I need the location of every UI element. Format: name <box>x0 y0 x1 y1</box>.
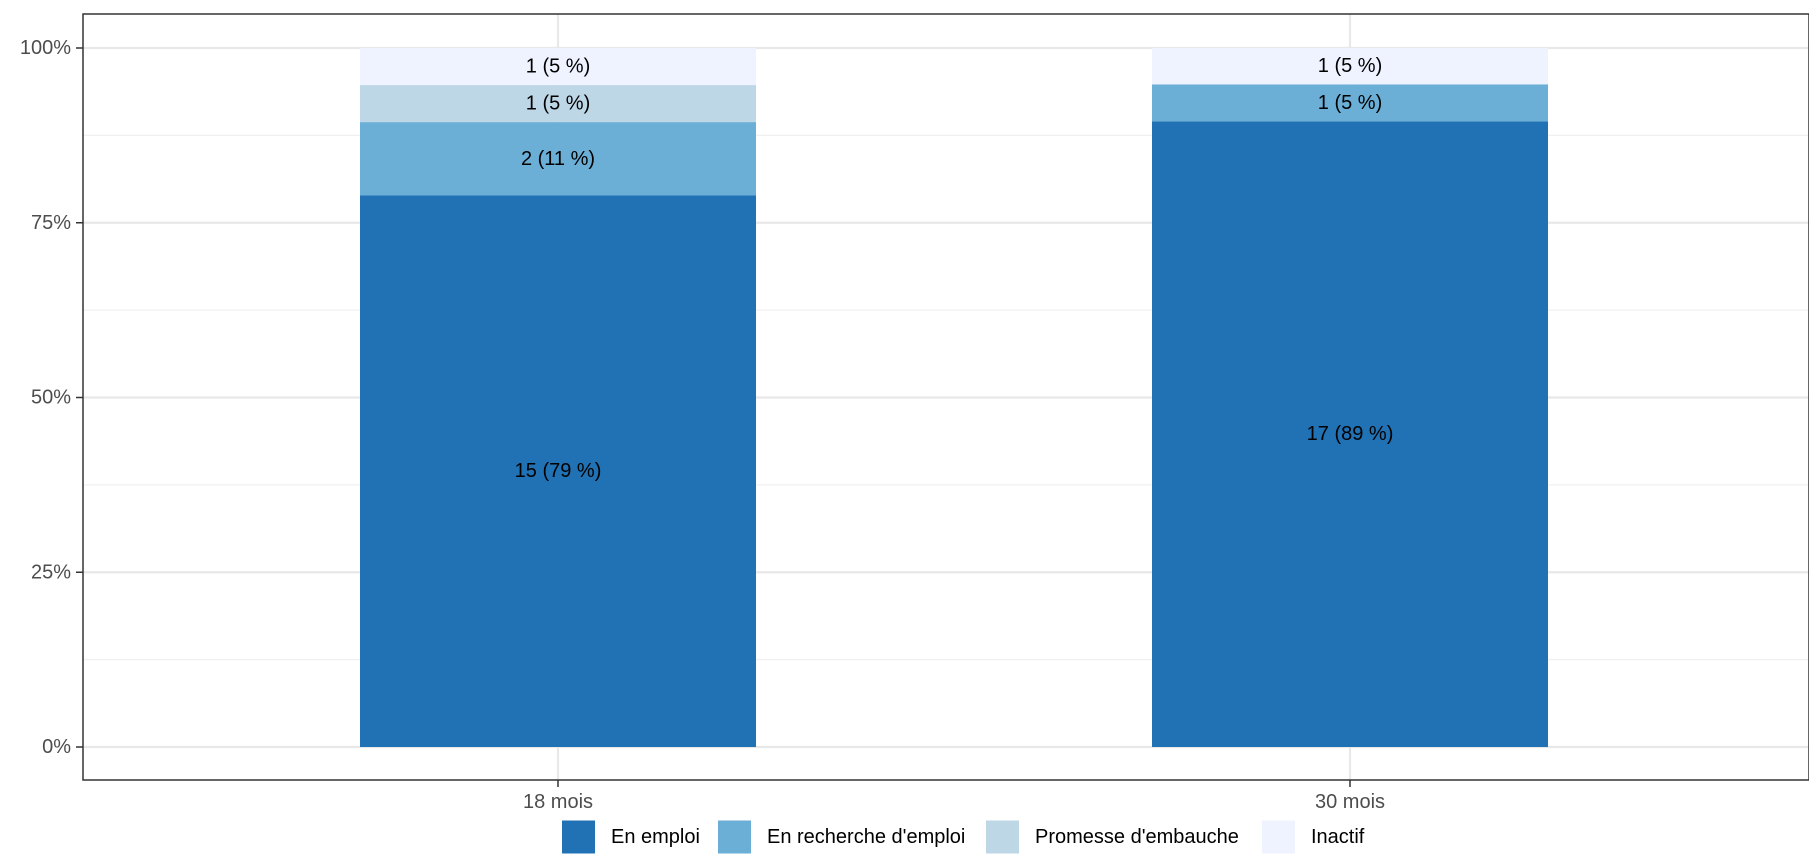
bar-value-label: 17 (89 %) <box>1307 423 1394 445</box>
y-tick-label: 75% <box>31 212 71 234</box>
legend-label: Promesse d'embauche <box>1035 826 1239 848</box>
legend-item: Inactif <box>1262 820 1365 854</box>
legend-key <box>562 820 595 854</box>
bar-segment <box>1152 48 1548 85</box>
y-tick-label: 50% <box>31 387 71 409</box>
y-tick-label: 100% <box>20 37 71 59</box>
axes: 0% 25% 50% 75% 100% 18 mois 30 mois <box>20 13 1809 813</box>
legend-key <box>986 820 1019 854</box>
legend-label: Inactif <box>1311 826 1365 848</box>
legend-label: En recherche d'emploi <box>767 826 965 848</box>
bar-segment <box>360 85 756 123</box>
legend: En emploi En recherche d'emploi Promesse d… <box>562 820 1365 854</box>
bar-value-label: 1 (5 %) <box>526 93 590 115</box>
bar-labels: 15 (79 %) 2 (11 %) 1 (5 %) 1 (5 %) 17 (89 %)… <box>515 55 1394 482</box>
x-tick-label: 18 mois <box>523 791 593 813</box>
bars <box>360 48 1548 747</box>
y-tick-label: 25% <box>31 561 71 583</box>
bar-value-label: 1 (5 %) <box>526 56 590 78</box>
legend-item: En emploi <box>562 820 700 854</box>
bar-segment <box>360 122 756 196</box>
y-tick-label: 0% <box>42 736 71 758</box>
bar-segment <box>1152 84 1548 122</box>
legend-label: En emploi <box>611 826 700 848</box>
bar-segment <box>360 195 756 747</box>
bar-value-label: 1 (5 %) <box>1318 92 1382 114</box>
bar-value-label: 2 (11 %) <box>521 148 595 170</box>
legend-key <box>718 820 751 854</box>
bar-value-label: 1 (5 %) <box>1318 55 1382 77</box>
legend-key <box>1262 820 1295 854</box>
bar-segment <box>1152 121 1548 747</box>
legend-item: En recherche d'emploi <box>718 820 965 854</box>
bar-segment <box>360 48 756 86</box>
bar-value-label: 15 (79 %) <box>515 460 602 482</box>
legend-item: Promesse d'embauche <box>986 820 1239 854</box>
x-tick-label: 30 mois <box>1315 791 1385 813</box>
